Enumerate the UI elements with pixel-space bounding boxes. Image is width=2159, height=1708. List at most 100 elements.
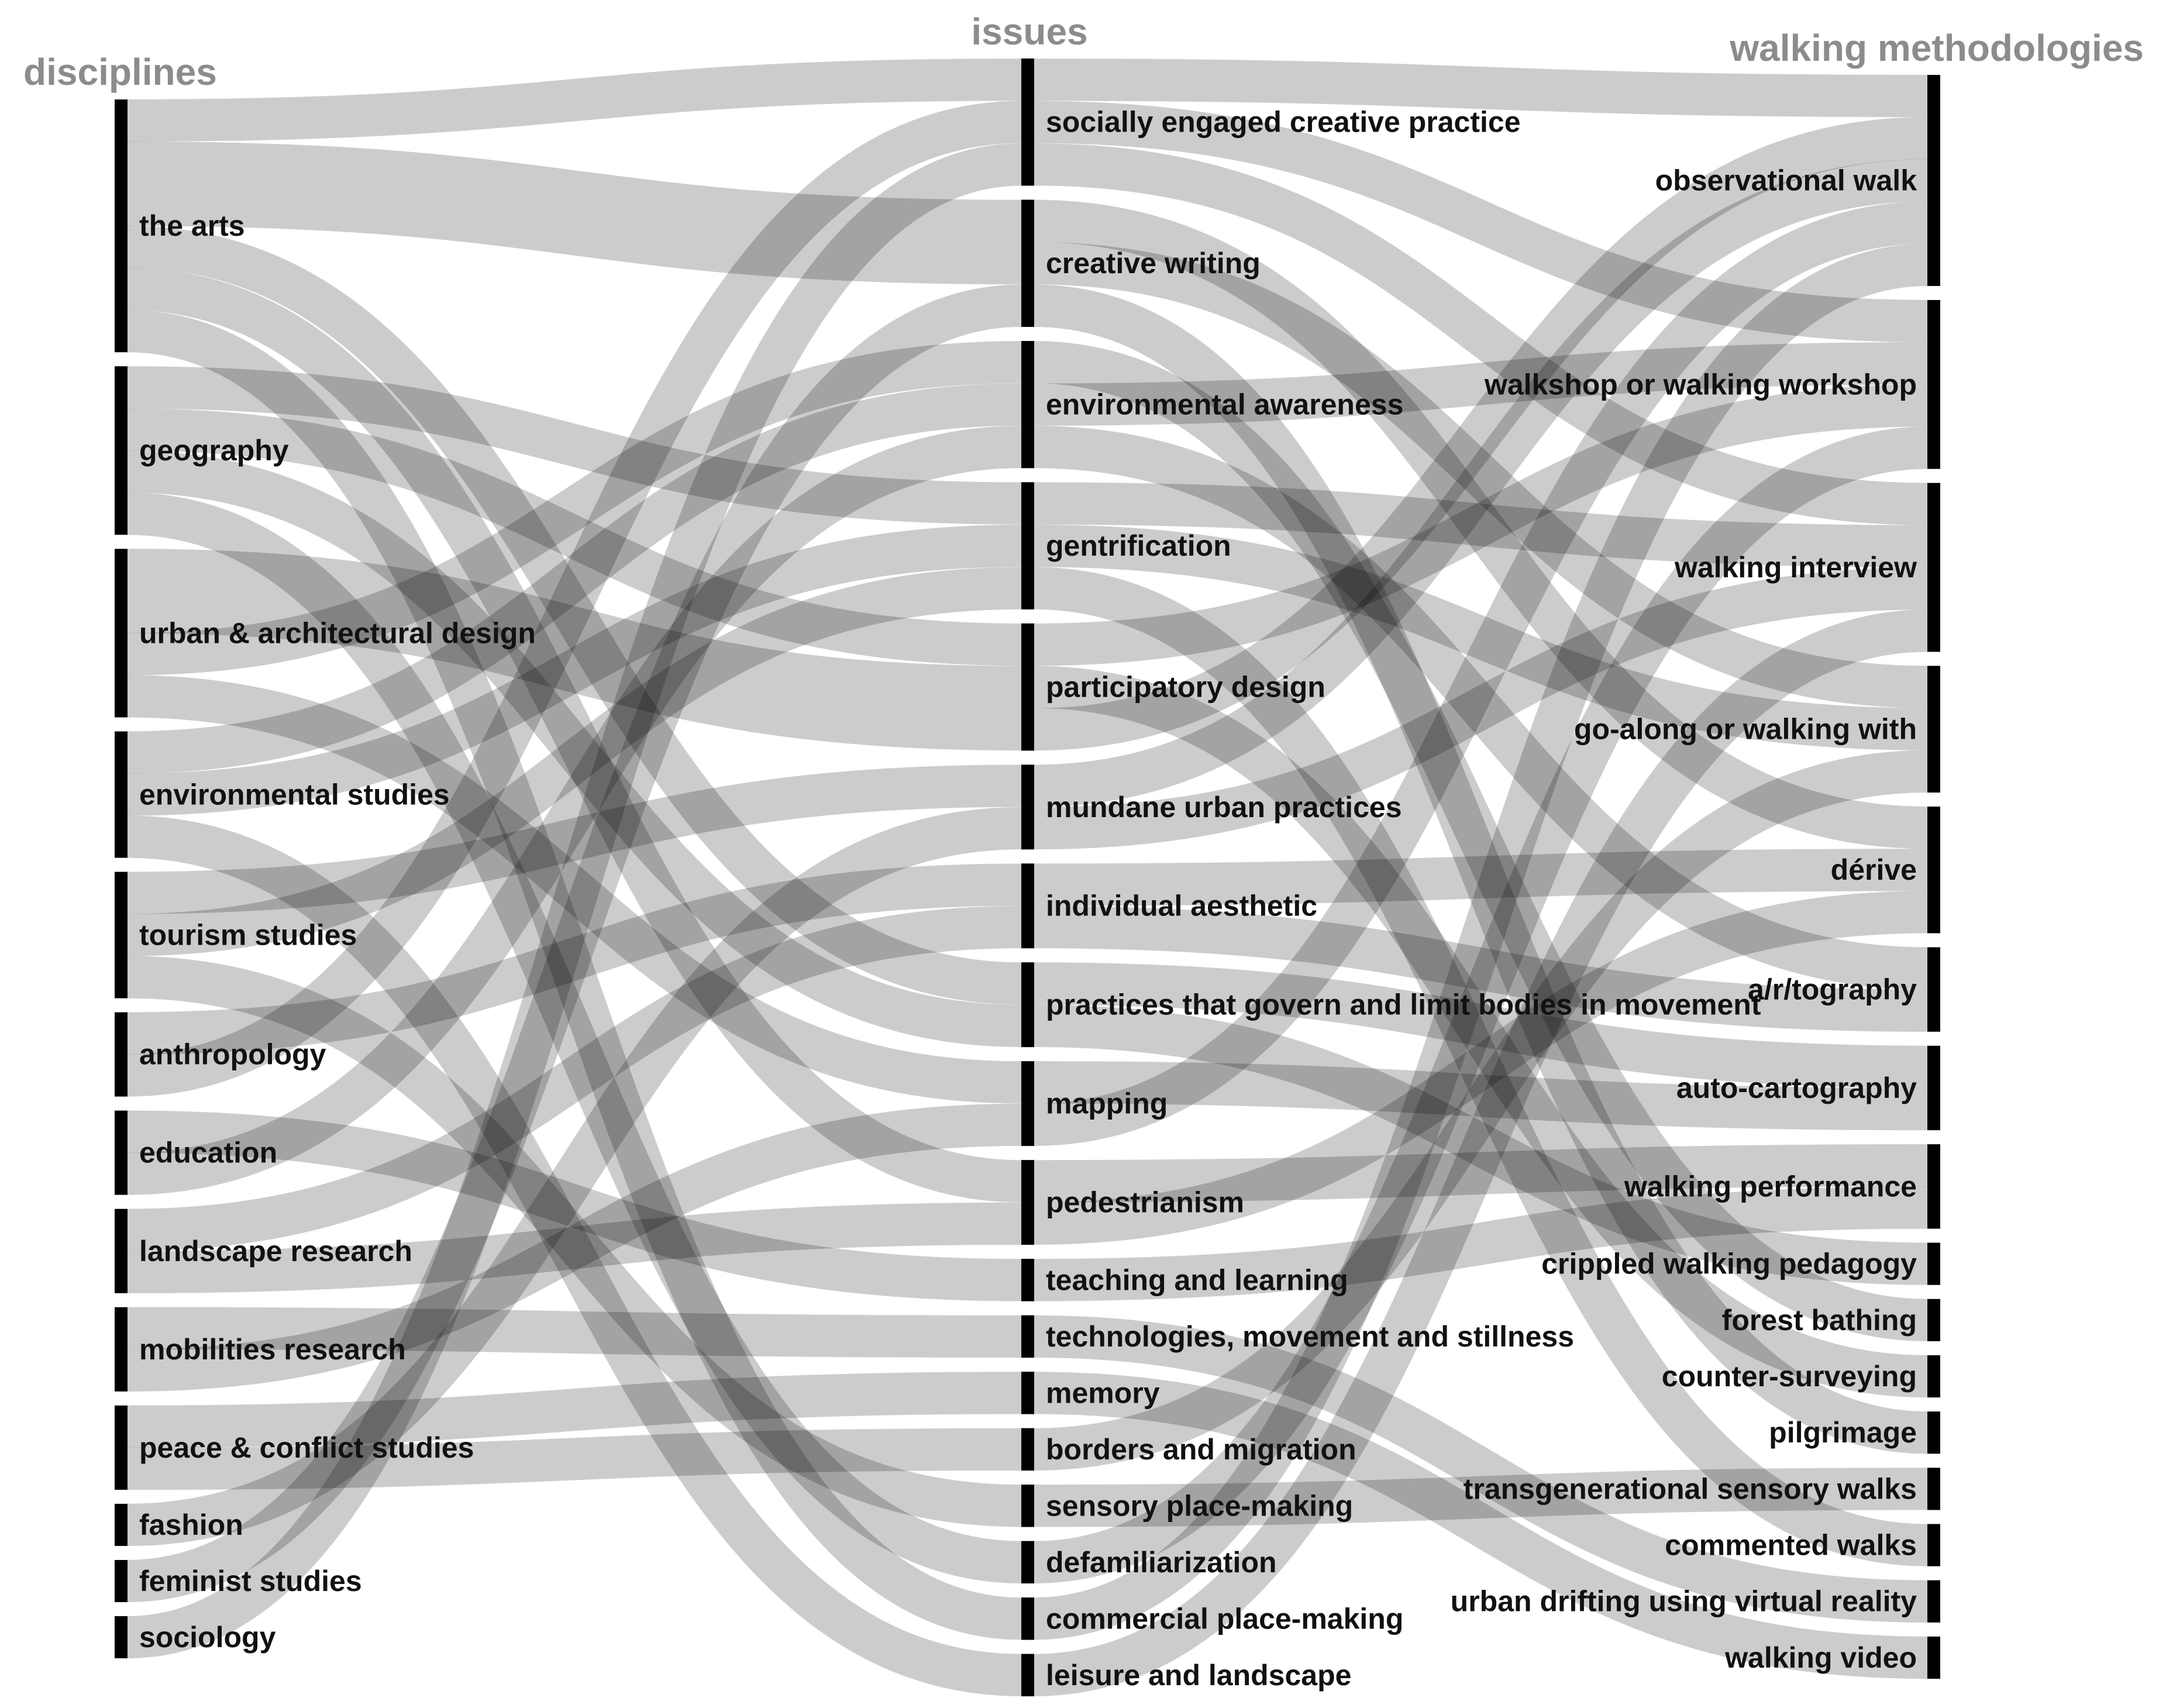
node-bar-socially-engaged-creative-practice xyxy=(1021,58,1034,186)
node-label-counter-surveying: counter-surveying xyxy=(1662,1360,1917,1393)
node-label-transgenerational-sensory-walks: transgenerational sensory walks xyxy=(1464,1472,1917,1505)
flow-im-spm-tsw xyxy=(1034,1468,1928,1527)
flow-dm-land-ped xyxy=(127,1202,1022,1293)
node-bar-commercial-place-making xyxy=(1021,1597,1034,1640)
node-bar-environmental-studies xyxy=(115,731,128,858)
flow-dm-tour-spm xyxy=(127,956,1022,1527)
node-label-mundane-urban-practices: mundane urban practices xyxy=(1046,791,1402,824)
node-label-urban-drifting-using-virtual-reality: urban drifting using virtual reality xyxy=(1451,1585,1917,1618)
flow-im-ea-fb xyxy=(1034,340,1928,1341)
node-label-geography: geography xyxy=(139,434,289,467)
flow-dm-env-ll xyxy=(127,815,1022,1696)
node-bar-defamiliarization xyxy=(1021,1541,1034,1584)
node-bar-walking-interview xyxy=(1927,483,1940,652)
flow-dm-mob-map xyxy=(127,1103,1022,1392)
node-bar-tourism-studies xyxy=(115,872,128,998)
node-label-environmental-studies: environmental studies xyxy=(139,778,450,811)
flow-im-cw-ga xyxy=(1034,242,1928,708)
node-label-crippled-walking-pedagogy: crippled walking pedagogy xyxy=(1541,1248,1917,1280)
node-bar-fashion xyxy=(115,1503,128,1546)
node-bar-memory xyxy=(1021,1372,1034,1414)
flow-dm-anth-sec xyxy=(127,101,1022,1097)
flow-im-def-wks xyxy=(1034,426,1928,1583)
flow-im-pd-cs xyxy=(1034,666,1928,1398)
node-label-tourism-studies: tourism studies xyxy=(139,919,357,952)
node-label-fashion: fashion xyxy=(139,1509,243,1541)
flow-im-ea-art xyxy=(1034,425,1928,990)
node-label-d-rive: dérive xyxy=(1831,853,1917,886)
node-label-sociology: sociology xyxy=(139,1621,276,1654)
node-label-technologies-movement-and-stillness: technologies, movement and stillness xyxy=(1046,1320,1574,1353)
node-bar-walking-performance xyxy=(1927,1144,1940,1229)
flow-im-bm-ga xyxy=(1034,750,1928,1471)
node-bar-creative-writing xyxy=(1021,199,1034,327)
node-bar-a-r-tography xyxy=(1927,947,1940,1032)
flow-im-pd-obs xyxy=(1034,117,1928,751)
node-label-teaching-and-learning: teaching and learning xyxy=(1046,1263,1348,1296)
node-bar-mundane-urban-practices xyxy=(1021,765,1034,850)
flow-dm-arts-cpm xyxy=(127,310,1022,1640)
node-bar-sociology xyxy=(115,1616,128,1658)
node-label-landscape-research: landscape research xyxy=(139,1235,412,1268)
flow-im-sec-wks xyxy=(1034,101,1928,343)
node-bar-teaching-and-learning xyxy=(1021,1259,1034,1301)
node-bar-observational-walk xyxy=(1927,75,1940,286)
flow-dm-urb-pd xyxy=(127,549,1022,751)
flow-dm-env-ea xyxy=(127,383,1022,774)
flow-im-tms-udvr xyxy=(1034,1315,1928,1623)
node-bar-commented-walks xyxy=(1927,1524,1940,1566)
node-bar-gentrification xyxy=(1021,482,1034,609)
flow-im-ea-wks xyxy=(1034,342,1928,426)
issues-nodes: socially engaged creative practice creati… xyxy=(1021,58,1761,1696)
node-label-defamiliarization: defamiliarization xyxy=(1046,1546,1277,1579)
flow-dm-anth-ia xyxy=(127,863,1022,1055)
flows-disciplines-to-issues xyxy=(127,58,1022,1696)
disciplines-nodes: the arts geography urban & architectural d… xyxy=(115,99,536,1658)
flow-im-ll-wi xyxy=(1034,609,1928,1696)
node-bar-participatory-design xyxy=(1021,623,1034,751)
node-label-education: education xyxy=(139,1137,277,1169)
node-label-walkshop-or-walking-workshop: walkshop or walking workshop xyxy=(1484,368,1917,401)
flow-im-gent-wi xyxy=(1034,482,1928,568)
flow-im-ped-der xyxy=(1034,891,1928,1245)
flow-im-pgl-ac xyxy=(1034,962,1928,1089)
flow-dm-arts-ped xyxy=(127,268,1022,1203)
node-label-walking-performance: walking performance xyxy=(1624,1170,1917,1203)
flow-im-cw-der xyxy=(1034,199,1928,849)
column-title-walking-methodologies: walking methodologies xyxy=(1729,27,2144,69)
node-label-walking-video: walking video xyxy=(1724,1641,1917,1674)
flows-issues-to-methodologies xyxy=(1034,58,1928,1696)
node-label-mapping: mapping xyxy=(1046,1087,1168,1120)
flow-dm-peace-bm xyxy=(127,1428,1022,1490)
node-label-gentrification: gentrification xyxy=(1046,529,1231,562)
flow-dm-land-ia xyxy=(127,905,1022,1251)
node-bar-urban-architectural-design xyxy=(115,549,128,718)
node-bar-pedestrianism xyxy=(1021,1160,1034,1245)
flow-im-tl-wp xyxy=(1034,1186,1928,1301)
flow-dm-fash-mup xyxy=(127,807,1022,1547)
flow-im-cpm-obs xyxy=(1034,243,1928,1640)
node-bar-peace-conflict-studies xyxy=(115,1405,128,1490)
node-bar-forest-bathing xyxy=(1927,1299,1940,1341)
node-label-socially-engaged-creative-practice: socially engaged creative practice xyxy=(1046,106,1521,139)
flow-im-ped-wp xyxy=(1034,1144,1928,1203)
column-title-disciplines: disciplines xyxy=(23,51,217,93)
flow-im-mem-wv xyxy=(1034,1372,1928,1679)
flow-im-ia-der xyxy=(1034,849,1928,906)
node-label-feminist-studies: feminist studies xyxy=(139,1565,362,1597)
node-bar-individual-aesthetic xyxy=(1021,863,1034,949)
flow-dm-fem-cw xyxy=(127,284,1022,1603)
flow-dm-tour-gent xyxy=(127,567,1022,956)
node-label-urban-architectural-design: urban & architectural design xyxy=(139,617,536,649)
flow-dm-peace-mem xyxy=(127,1372,1022,1448)
node-label-commercial-place-making: commercial place-making xyxy=(1046,1602,1403,1635)
node-bar-d-rive xyxy=(1927,806,1940,934)
node-label-the-arts: the arts xyxy=(139,209,245,242)
node-bar-mobilities-research xyxy=(115,1307,128,1392)
node-bar-transgenerational-sensory-walks xyxy=(1927,1468,1940,1510)
flow-dm-geo-pd xyxy=(127,408,1022,666)
node-bar-environmental-awareness xyxy=(1021,340,1034,469)
node-label-go-along-or-walking-with: go-along or walking with xyxy=(1574,713,1917,746)
node-bar-the-arts xyxy=(115,99,128,353)
